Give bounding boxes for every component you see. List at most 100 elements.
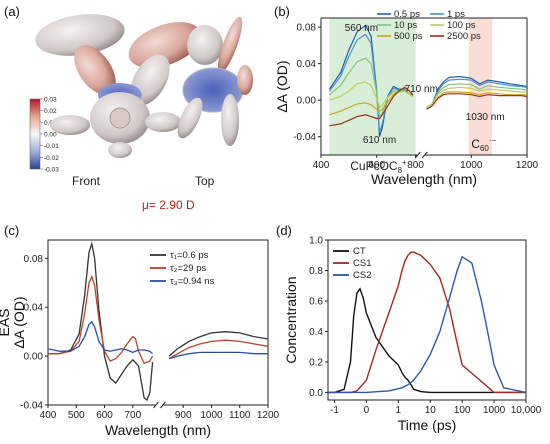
y-axis-label-line2: ΔA (OD) <box>11 296 27 348</box>
series-line <box>168 339 269 360</box>
annotation-710nm: 710 nm <box>405 84 438 95</box>
colorbar-tick-label: -0.01 <box>44 143 59 150</box>
y-tick-label: 1.0 <box>309 236 323 247</box>
series-line <box>168 351 268 360</box>
y-axis-label-line1: EAS <box>0 308 12 336</box>
series-line-CT <box>328 287 526 394</box>
y-axis-label: Concentration <box>283 276 299 363</box>
region-label-cupcoc8: CuPcOC8+ <box>350 158 407 175</box>
x-tick-label: 1200 <box>257 410 280 421</box>
series-line <box>48 241 154 402</box>
series-line <box>168 331 269 357</box>
legend-entry: 100 ps <box>447 20 476 31</box>
annotation-610nm: 610 nm <box>363 135 396 146</box>
series-line-2500ps <box>426 93 528 110</box>
axis-break-mask <box>155 402 164 408</box>
legend-entry: 2500 ps <box>447 31 481 42</box>
colorbar <box>29 98 41 170</box>
legend-entry: CS2 <box>353 270 371 281</box>
x-axis-label: Wavelength (nm) <box>371 171 477 187</box>
series-line-10ps <box>426 83 528 109</box>
axis-break-mask <box>417 152 426 158</box>
x-tick-label: 1000 <box>483 405 506 416</box>
colorbar-tick-label: -0.02 <box>44 155 59 162</box>
colorbar-tick-label: 0.00 <box>44 132 57 139</box>
y-axis-label: ΔA (OD) <box>274 60 290 112</box>
legend-entry: 10 ps <box>394 20 417 31</box>
x-tick-label: 1100 <box>229 410 251 421</box>
panel-d: (d) -1 0 1 10 100 1000 10,000 0.0 0.2 0.4 0.6 0.8 1.… <box>276 223 542 433</box>
series-line-CS1 <box>328 251 526 394</box>
legend-entry: τ₃=0.94 ns <box>170 276 215 287</box>
x-tick-label: 1200 <box>516 160 539 171</box>
chart-b: 400 600 800 1000 1200 -0.04 0.00 0.04 0.08 Wavele… <box>274 9 539 187</box>
molecule-top-view <box>177 16 253 146</box>
panel-b-label: (b) <box>274 4 290 19</box>
plot-frame <box>327 239 527 401</box>
colorbar-tick-label: 0.03 <box>44 97 57 104</box>
y-tick-label: 0.08 <box>297 23 317 34</box>
legend-entry: CT <box>353 246 366 257</box>
x-tick-label: 900 <box>175 410 192 421</box>
axis-break-mark <box>160 401 166 409</box>
x-tick-label: 10,000 <box>511 405 542 416</box>
legend-entry: 0.5 ps <box>394 9 420 20</box>
series-line-10ps <box>329 57 414 119</box>
y-tick-label: 0.00 <box>24 352 44 363</box>
x-tick-label: 100 <box>454 405 471 416</box>
x-tick-label: 400 <box>313 160 330 171</box>
panel-c-label: (c) <box>4 223 19 238</box>
x-tick-label: 400 <box>40 410 57 421</box>
panel-a-label: (a) <box>4 4 20 19</box>
x-tick-label: 600 <box>96 410 113 421</box>
x-tick-label: 1000 <box>460 160 483 171</box>
panel-b: (b) 400 600 800 1000 1200 -0.04 0.00 0.04 0.08 Wa… <box>274 4 539 187</box>
front-view-label: Front <box>72 174 101 188</box>
panel-d-label: (d) <box>276 223 292 238</box>
y-tick-label: 0.08 <box>24 254 44 265</box>
x-tick-label: 1 <box>396 405 402 416</box>
y-tick-label: -0.04 <box>20 401 43 412</box>
y-tick-label: 0.8 <box>309 266 323 277</box>
annotation-560nm: 560 nm <box>345 23 378 34</box>
legend-entry: 1 ps <box>447 9 465 20</box>
series-line-100ps <box>329 81 414 109</box>
series-line-2500ps <box>329 86 414 127</box>
y-tick-label: 0.04 <box>297 59 317 70</box>
colorbar-ticks: 0.030.020.010.00-0.01-0.02-0.03 <box>40 97 59 174</box>
legend-entry: 500 ps <box>394 31 423 42</box>
y-tick-label: 0.04 <box>24 303 44 314</box>
legend-entry: CS1 <box>353 258 371 269</box>
series-line-CS2 <box>328 255 527 394</box>
dipole-moment: μ= 2.90 D <box>142 198 195 212</box>
top-view-label: Top <box>195 174 215 188</box>
highlight-region <box>329 18 416 155</box>
series-line <box>48 274 154 365</box>
y-tick-label: 0.2 <box>309 357 323 368</box>
y-tick-label: 0.6 <box>309 296 323 307</box>
x-tick-label: -1 <box>330 405 339 416</box>
x-axis-label: Time (ps) <box>398 417 457 433</box>
subscript: 60 <box>480 144 489 153</box>
x-tick-label: 600 <box>368 160 385 171</box>
legend-entry: τ₁=0.6 ps <box>170 250 209 261</box>
x-tick-label: 500 <box>68 410 85 421</box>
annotation-1030nm: 1030 nm <box>466 112 505 123</box>
series-line-500ps <box>426 91 527 110</box>
subscript: 8 <box>398 166 403 175</box>
x-axis-label: Wavelength (nm) <box>105 422 211 438</box>
axis-break-mark <box>153 401 159 409</box>
panel-c: (c) 400 500 600 700 900 1000 1100 1200 -0.04 0.00… <box>0 223 280 438</box>
x-tick-label: 1000 <box>200 410 223 421</box>
molecule-front-view <box>35 14 223 158</box>
legend-entry: τ₂=29 ps <box>170 263 206 274</box>
series-line-1ps <box>426 78 528 109</box>
series-line <box>47 320 154 355</box>
x-tick-label: 0 <box>364 405 370 416</box>
superscript: ·− <box>489 136 497 145</box>
colorbar-tick-label: 0.02 <box>44 108 57 115</box>
x-tick-label: 800 <box>407 160 424 171</box>
axis-break-mark <box>421 151 428 159</box>
highlight-region <box>468 18 493 155</box>
